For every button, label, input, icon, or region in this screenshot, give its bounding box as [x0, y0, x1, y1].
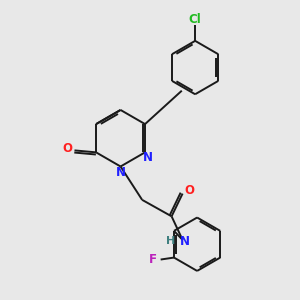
Text: N: N	[179, 235, 190, 248]
Text: O: O	[62, 142, 72, 155]
Text: H: H	[166, 236, 176, 247]
Text: O: O	[184, 184, 194, 197]
Text: N: N	[143, 151, 153, 164]
Text: F: F	[149, 253, 157, 266]
Text: Cl: Cl	[189, 13, 202, 26]
Text: N: N	[116, 166, 126, 179]
